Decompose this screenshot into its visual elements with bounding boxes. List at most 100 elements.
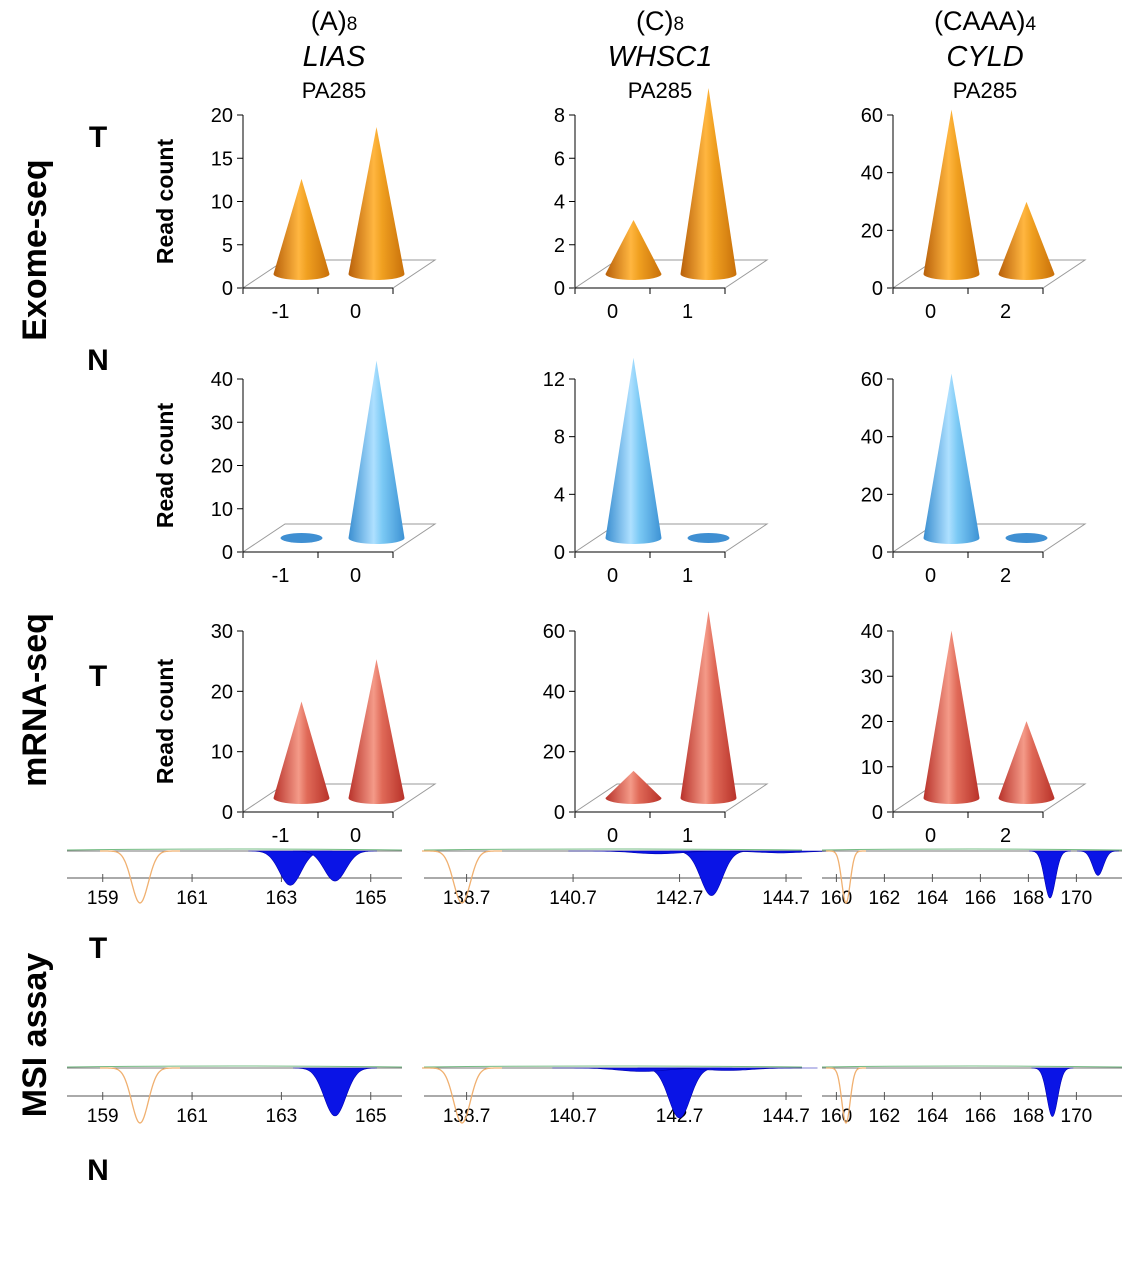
msi-trace-msi-N-CYLD: 160 162 164 166 168 170 xyxy=(821,1065,1123,1127)
cone-bar xyxy=(998,721,1055,804)
msi-tick-label: 165 xyxy=(355,888,387,909)
floor-plane xyxy=(891,259,1087,289)
size-standard-peak xyxy=(422,1067,502,1124)
cone-bar xyxy=(680,88,737,281)
msi-tick-label: 144.7 xyxy=(762,1106,810,1127)
cone-bar xyxy=(923,109,980,281)
repeat-count: 8 xyxy=(347,14,358,35)
y-tick-label: 5 xyxy=(222,235,233,257)
y-tick-label: 2 xyxy=(554,235,565,257)
x-tick-label: 0 xyxy=(350,825,361,847)
y-tick-label: 20 xyxy=(211,681,233,703)
cone-bar xyxy=(605,770,662,804)
x-tick-label: 0 xyxy=(607,825,618,847)
gene-name: LIAS xyxy=(303,41,367,73)
row-label-exome: Exome-seq xyxy=(16,159,54,340)
x-tick-label: 1 xyxy=(682,565,693,587)
repeat-motif: (A)8 xyxy=(311,6,358,36)
tn-label-mrna-t: T xyxy=(89,660,107,693)
cone-chart-exome-N-CYLD: 0 20 40 60 0 2 xyxy=(861,369,1087,587)
y-tick-label: 6 xyxy=(554,148,565,170)
allele-peak xyxy=(1077,850,1119,876)
x-tick-label: 0 xyxy=(350,301,361,323)
tn-label-msi-t: T xyxy=(89,932,107,965)
gene-name: WHSC1 xyxy=(608,41,713,73)
msi-tick-label: 138.7 xyxy=(443,888,491,909)
tn-label-exome-n: N xyxy=(87,344,109,377)
tn-label-msi-n: N xyxy=(87,1154,109,1187)
allele-peak xyxy=(637,1067,818,1071)
floor-plane xyxy=(891,523,1087,553)
floor-plane xyxy=(241,523,437,553)
y-tick-label: 60 xyxy=(861,105,883,127)
y-tick-label: 40 xyxy=(861,163,883,185)
y-axis-label: Read count xyxy=(152,139,178,265)
y-tick-label: 60 xyxy=(543,621,565,643)
gene-name: CYLD xyxy=(946,41,1023,73)
y-tick-label: 40 xyxy=(211,369,233,391)
x-tick-label: -1 xyxy=(272,301,290,323)
y-tick-label: 20 xyxy=(861,220,883,242)
column-header-1: (A)8 LIAS PA285 xyxy=(302,6,366,103)
y-tick-label: 8 xyxy=(554,427,565,449)
msi-tick-label: 163 xyxy=(266,1106,298,1127)
x-tick-label: 0 xyxy=(350,565,361,587)
tn-label-exome-t: T xyxy=(89,121,107,154)
cone-bar xyxy=(923,630,980,804)
cone-chart-exome-N-WHSC1: 0 4 8 12 0 1 xyxy=(543,357,769,587)
y-tick-label: 4 xyxy=(554,192,565,214)
cone-base-flat xyxy=(280,533,323,543)
cone-bar xyxy=(348,126,405,280)
cone-bar xyxy=(998,201,1055,280)
floor-plane xyxy=(573,783,769,813)
msi-tick-label: 162 xyxy=(869,1106,901,1127)
msi-tick-label: 170 xyxy=(1061,888,1093,909)
size-standard-peak xyxy=(826,850,866,904)
row-label-mrna: mRNA-seq xyxy=(16,613,54,787)
msi-tick-label: 163 xyxy=(266,888,298,909)
y-tick-label: 30 xyxy=(211,412,233,434)
y-tick-label: 0 xyxy=(872,542,883,564)
column-header-3: (CAAA)4 CYLD PA285 xyxy=(934,6,1037,103)
cone-chart-exome-T-WHSC1: 0 2 4 6 8 0 1 xyxy=(554,88,769,323)
floor-plane xyxy=(573,523,769,553)
allele-peak xyxy=(1031,1067,1074,1117)
msi-noise-trace xyxy=(821,848,1123,851)
x-tick-label: 0 xyxy=(607,301,618,323)
cone-bar xyxy=(348,659,405,804)
cone-bar xyxy=(605,357,662,544)
x-tick-label: 0 xyxy=(925,565,936,587)
y-tick-label: 0 xyxy=(872,802,883,824)
floor-plane xyxy=(573,259,769,289)
floor-plane xyxy=(241,259,437,289)
msi-tick-label: 140.7 xyxy=(549,888,597,909)
y-tick-label: 0 xyxy=(872,278,883,300)
cone-chart-exome-T-LIAS: 0 5 10 15 20 -1 0 Read count xyxy=(152,105,437,323)
repeat-base: (A) xyxy=(311,6,347,36)
y-tick-label: 0 xyxy=(222,542,233,564)
cone-chart-exome-T-CYLD: 0 20 40 60 0 2 xyxy=(861,105,1087,323)
cone-chart-mrna-T-WHSC1: 0 20 40 60 0 1 xyxy=(543,610,769,847)
y-tick-label: 30 xyxy=(211,621,233,643)
msi-noise-trace xyxy=(66,1065,403,1068)
y-tick-label: 8 xyxy=(554,105,565,127)
cone-bar xyxy=(923,373,980,544)
repeat-count: 4 xyxy=(1025,14,1036,35)
msi-trace-msi-N-LIAS: 159 161 163 165 xyxy=(66,1065,403,1127)
y-tick-label: 20 xyxy=(861,484,883,506)
floor-plane xyxy=(241,783,437,813)
y-axis-label: Read count xyxy=(152,659,178,785)
msi-tick-label: 164 xyxy=(917,1106,949,1127)
sample-id: PA285 xyxy=(302,78,366,103)
x-tick-label: 2 xyxy=(1000,825,1011,847)
repeat-motif: (C)8 xyxy=(636,6,684,36)
cone-base-flat xyxy=(687,533,730,543)
cone-base-flat xyxy=(1005,533,1048,543)
allele-peak xyxy=(293,850,377,882)
y-tick-label: 0 xyxy=(222,278,233,300)
msi-tick-label: 168 xyxy=(1013,1106,1045,1127)
repeat-count: 8 xyxy=(673,14,684,35)
